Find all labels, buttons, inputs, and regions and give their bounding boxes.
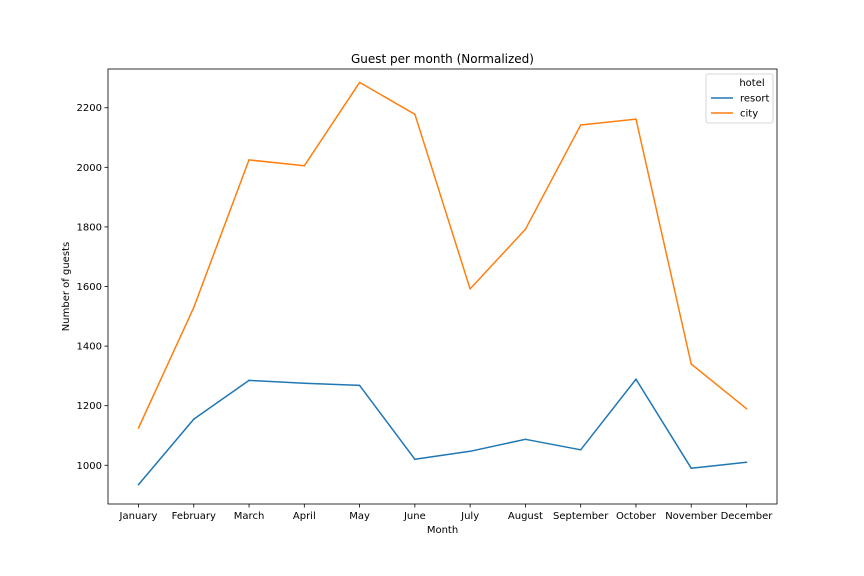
- data-point-city: [690, 363, 693, 365]
- x-tick-label: July: [460, 511, 479, 522]
- x-tick-label: February: [172, 511, 216, 522]
- x-tick-label: January: [119, 511, 158, 522]
- series-line-resort: [137, 378, 747, 486]
- y-axis: 1000 1200 1400 1600 1800 2000 2200: [77, 103, 108, 472]
- x-tick-label: April: [293, 511, 316, 522]
- data-point-city: [248, 159, 250, 161]
- data-point-resort: [192, 418, 195, 420]
- legend-label-city: city: [740, 109, 758, 120]
- data-point-resort: [358, 384, 361, 387]
- y-tick-label: 1400: [77, 342, 102, 353]
- data-point-city: [579, 124, 582, 126]
- data-point-resort: [690, 467, 693, 470]
- x-tick-label: October: [616, 511, 657, 522]
- y-tick-label: 2200: [77, 103, 102, 114]
- x-tick-label: November: [665, 511, 718, 522]
- x-tick-label: May: [349, 511, 370, 522]
- data-point-resort: [745, 461, 748, 464]
- y-tick-label: 1800: [77, 222, 102, 233]
- y-tick-label: 1600: [77, 282, 102, 293]
- data-point-resort: [469, 450, 471, 453]
- legend-entries: resort city: [711, 94, 769, 120]
- x-tick-label: June: [403, 511, 426, 522]
- x-tick-label: August: [508, 511, 543, 522]
- data-point-city: [192, 306, 195, 309]
- legend-box: [705, 73, 774, 124]
- chart-title: Guest per month (Normalized): [351, 52, 534, 66]
- y-tick-label: 2000: [77, 163, 102, 174]
- data-point-resort: [303, 382, 306, 385]
- data-point-city: [469, 288, 471, 290]
- x-axis-label: Month: [427, 525, 458, 536]
- data-point-city: [745, 407, 748, 410]
- data-point-resort: [579, 448, 582, 451]
- data-point-city: [137, 427, 140, 429]
- data-point-resort: [414, 458, 416, 461]
- data-point-city: [524, 228, 527, 231]
- x-tick-label: September: [553, 511, 609, 522]
- series-layer: [137, 81, 748, 486]
- x-axis: January February March April May June July Augu…: [119, 504, 774, 522]
- y-tick-label: 1000: [77, 461, 102, 472]
- data-point-resort: [635, 378, 637, 380]
- legend-title: hotel: [739, 78, 764, 89]
- data-point-city: [358, 81, 361, 84]
- legend: hotel resort city: [705, 73, 774, 124]
- data-point-city: [414, 113, 416, 116]
- data-point-resort: [248, 379, 250, 382]
- plot-area: [107, 68, 778, 505]
- x-tick-label: December: [721, 511, 774, 522]
- legend-label-resort: resort: [740, 94, 769, 105]
- series-line-city: [137, 81, 747, 429]
- data-point-resort: [524, 438, 527, 441]
- x-tick-label: March: [234, 511, 264, 522]
- y-tick-label: 1200: [77, 401, 102, 412]
- y-axis-label: Number of guests: [61, 242, 72, 331]
- data-point-resort: [137, 483, 140, 486]
- data-point-city: [303, 165, 306, 167]
- data-point-city: [635, 118, 637, 120]
